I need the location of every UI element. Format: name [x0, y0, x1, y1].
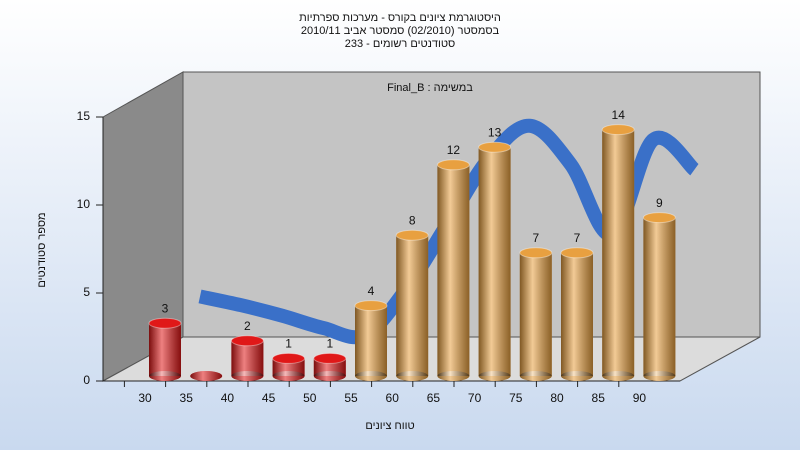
- bar-shade: [149, 323, 181, 376]
- x-tick-label: 50: [303, 391, 317, 405]
- title-line: היסטוגרמת ציונים בקורס - מערכות ספרתיות: [299, 12, 501, 24]
- x-tick-label: 40: [221, 391, 235, 405]
- y-tick-label: 0: [83, 373, 90, 387]
- bar-top: [354, 300, 388, 312]
- bar-shade: [478, 371, 511, 381]
- bar-shade: [519, 371, 552, 381]
- bar-top: [148, 317, 182, 329]
- x-axis-label: טווח ציונים: [365, 420, 414, 432]
- x-tick-label: 80: [550, 391, 564, 405]
- bar-shade: [602, 371, 635, 381]
- value-label: 12: [447, 143, 461, 157]
- y-tick-label: 15: [77, 109, 91, 123]
- value-label: 14: [612, 108, 626, 122]
- value-label: 1: [285, 337, 292, 351]
- value-label: 3: [162, 301, 169, 315]
- x-tick-label: 75: [509, 391, 523, 405]
- bar-shade: [190, 371, 223, 381]
- bar-top: [478, 141, 512, 153]
- bar-top: [519, 247, 553, 259]
- value-label: 7: [532, 231, 539, 245]
- x-tick-label: 35: [180, 391, 194, 405]
- bar-shade: [231, 371, 264, 381]
- x-tick-label: 55: [344, 391, 358, 405]
- bar-shade: [437, 371, 470, 381]
- bar-top: [230, 335, 264, 347]
- y-tick-label: 10: [77, 197, 91, 211]
- value-label: 1: [326, 337, 333, 351]
- value-label: 2: [244, 319, 251, 333]
- bar-top: [642, 212, 676, 224]
- bar-top: [395, 229, 429, 241]
- bar-shade: [602, 129, 635, 376]
- bar-shade: [478, 147, 511, 376]
- title-line: סטודנטים רשומים - 233: [345, 38, 456, 50]
- bar-shade: [561, 371, 593, 381]
- bar-top: [560, 247, 594, 259]
- x-tick-label: 70: [468, 391, 482, 405]
- value-label: 13: [488, 125, 502, 139]
- bar-shade: [643, 371, 676, 381]
- y-axis-label: מספר סטודנטים: [36, 212, 48, 287]
- x-tick-label: 90: [633, 391, 647, 405]
- bar-shade: [355, 305, 387, 376]
- bar-shade: [272, 358, 305, 376]
- x-tick-label: 65: [427, 391, 441, 405]
- value-label: 9: [656, 196, 663, 210]
- bar-shade: [519, 252, 552, 376]
- annotation: Final_B : במשימה: [387, 82, 473, 94]
- value-label: 7: [574, 231, 581, 245]
- value-label: 4: [368, 284, 375, 298]
- bar-top: [436, 159, 470, 171]
- bar-top: [313, 352, 347, 364]
- bar-top: [601, 124, 635, 136]
- bar-shade: [437, 164, 470, 376]
- x-tick-label: 60: [386, 391, 400, 405]
- x-tick-label: 85: [592, 391, 606, 405]
- x-tick-label: 30: [138, 391, 152, 405]
- bar-shade: [561, 252, 593, 376]
- bar-shade: [313, 358, 346, 376]
- bar-shade: [231, 340, 264, 376]
- bar-shade: [396, 371, 429, 381]
- title-line: בסמסטר (02/2010) סמסטר אביב 2010/11: [301, 25, 500, 37]
- bar-shade: [272, 371, 305, 381]
- bar-shade: [355, 371, 387, 381]
- bar-shade: [149, 371, 181, 381]
- bar-shade: [313, 371, 346, 381]
- bar-shade: [643, 217, 676, 376]
- bar-shade: [396, 235, 429, 376]
- bar-top: [272, 352, 306, 364]
- value-label: 8: [409, 213, 416, 227]
- y-tick-label: 5: [83, 285, 90, 299]
- x-tick-label: 45: [262, 391, 276, 405]
